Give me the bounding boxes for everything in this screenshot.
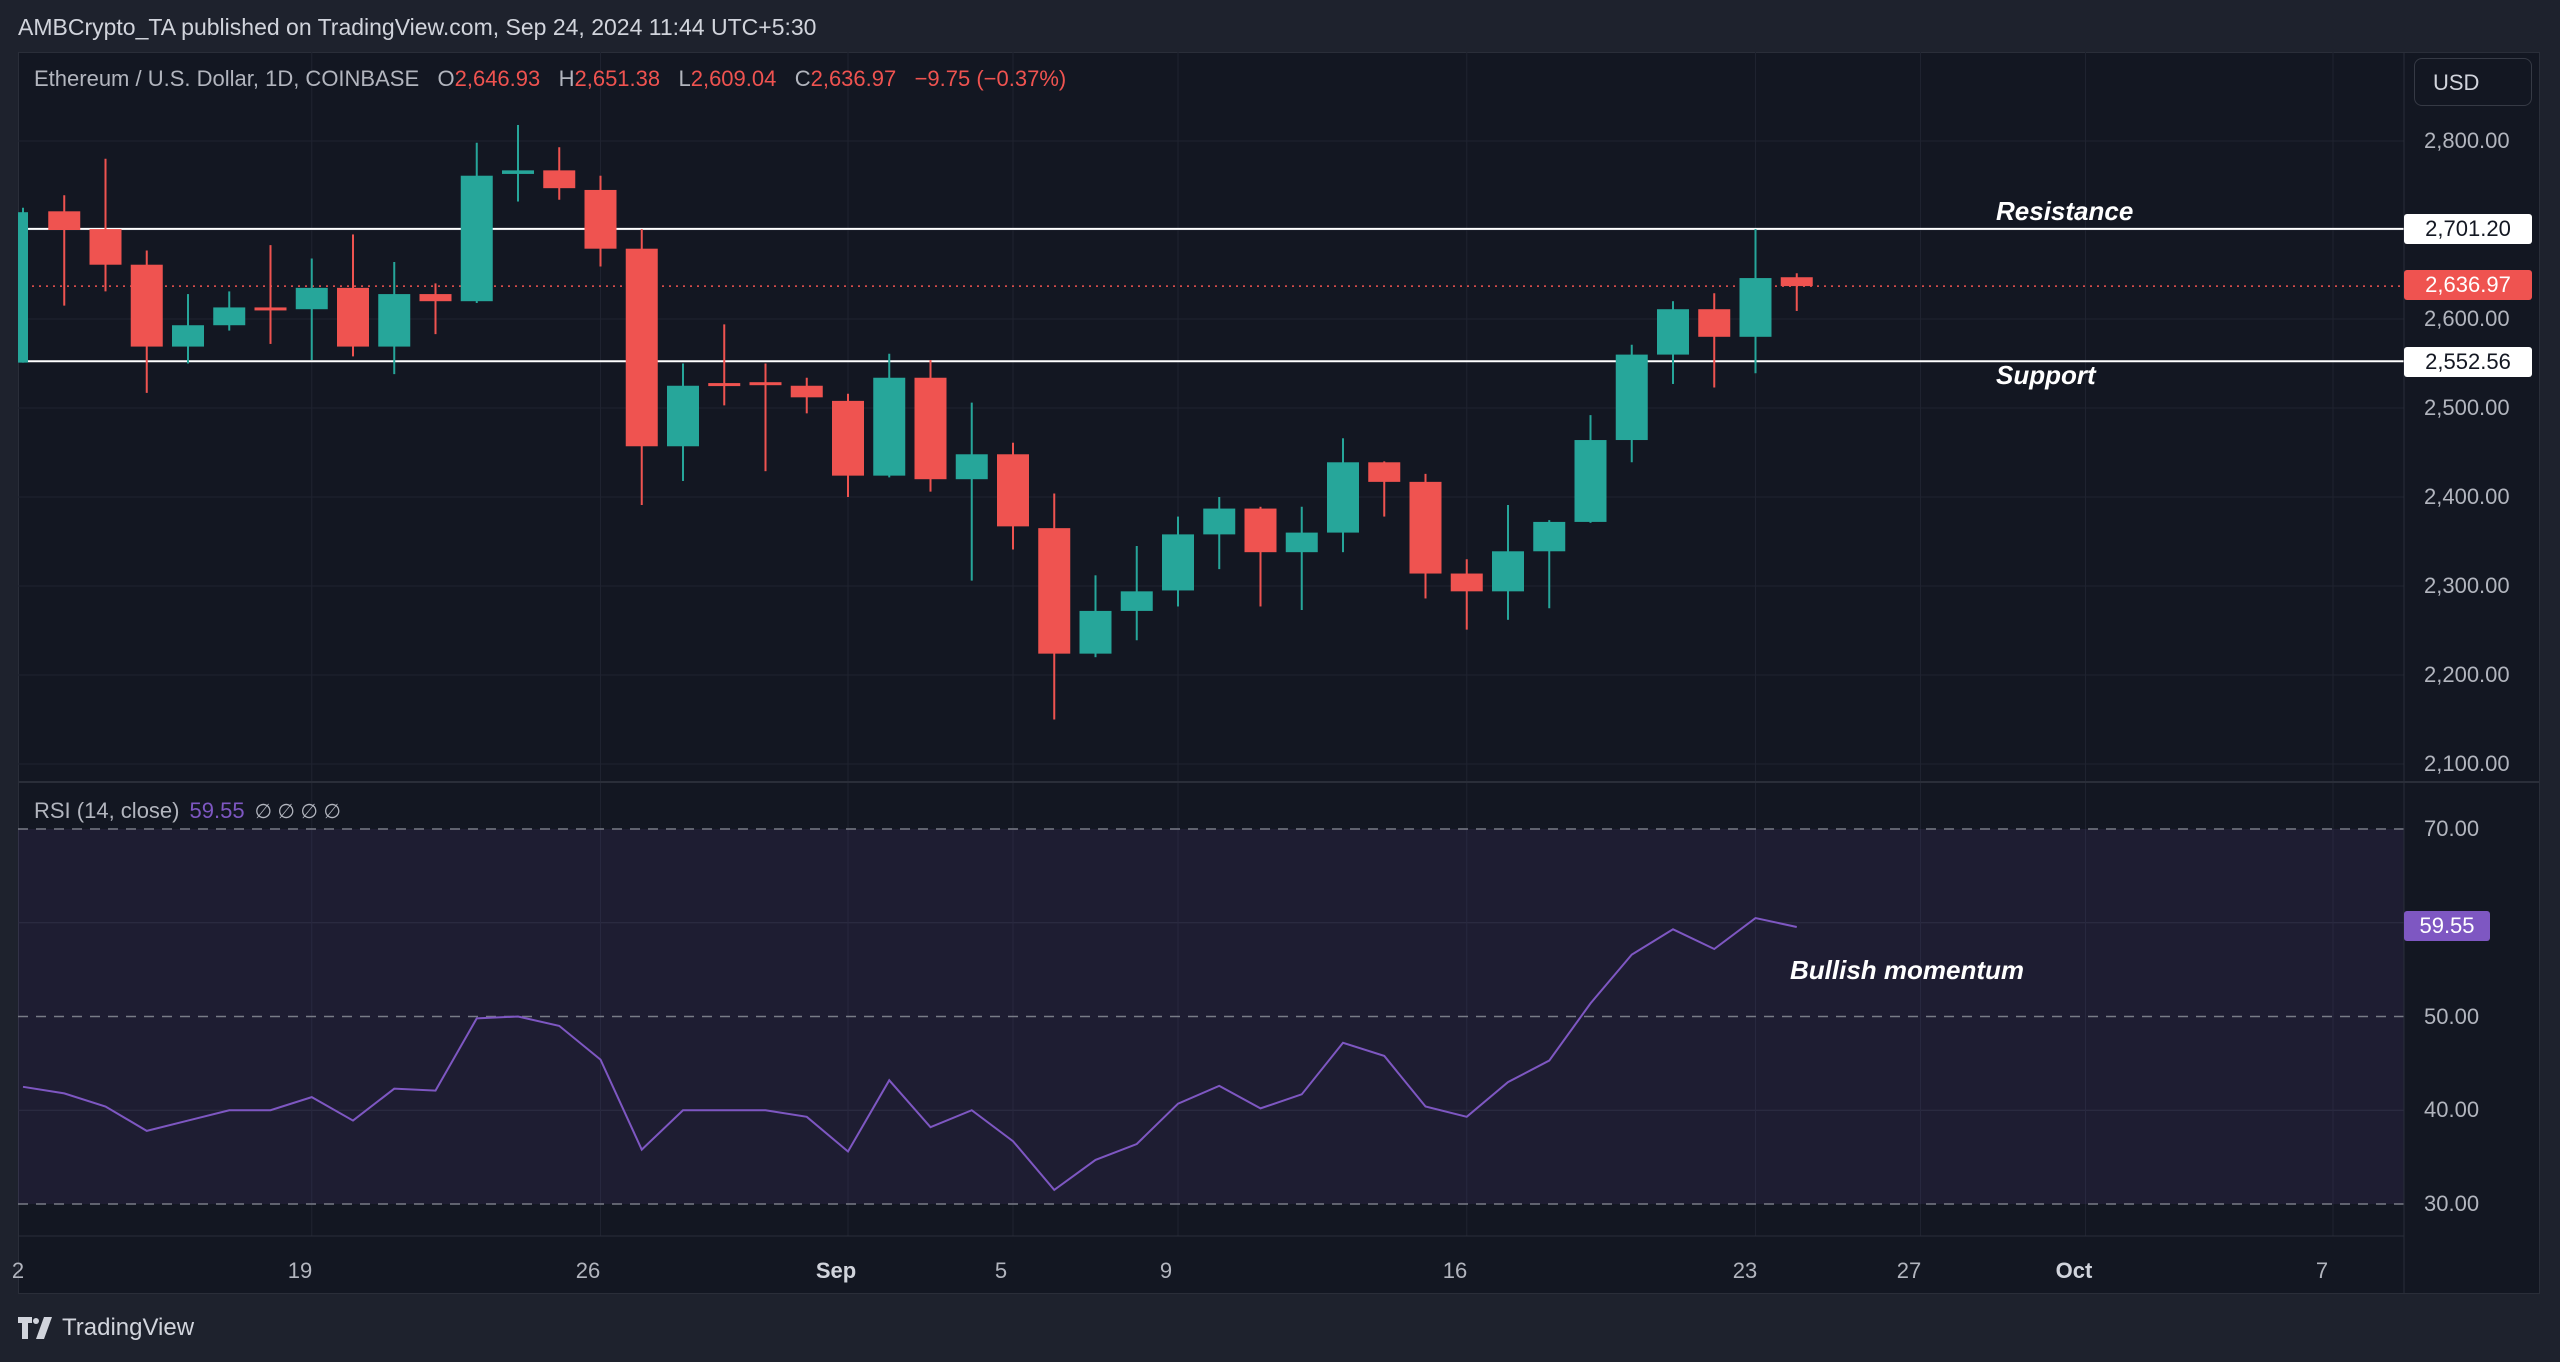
candle[interactable] <box>790 377 823 414</box>
tradingview-logo-icon <box>18 1317 52 1339</box>
rsi-level-lines <box>18 828 2404 1205</box>
candle[interactable] <box>295 258 328 360</box>
candle[interactable] <box>914 359 947 492</box>
price-tick: 2,100.00 <box>2424 751 2510 776</box>
candle[interactable] <box>48 195 81 306</box>
candle[interactable] <box>1698 293 1731 388</box>
time-tick: 23 <box>1732 1258 1758 1283</box>
candle[interactable] <box>89 158 122 292</box>
symbol-name: Ethereum / U.S. Dollar, 1D, COINBASE <box>34 66 420 91</box>
time-tick: 9 <box>1159 1258 1173 1283</box>
time-tick: 5 <box>994 1258 1008 1283</box>
resistance-annotation: Resistance <box>1996 196 2134 226</box>
candle[interactable] <box>1162 516 1194 607</box>
candle[interactable] <box>749 363 782 472</box>
candle[interactable] <box>1203 497 1236 570</box>
support-annotation: Support <box>1996 360 2096 390</box>
rsi-legend[interactable]: RSI (14, close) 59.55 ∅ ∅ ∅ ∅ <box>34 798 341 824</box>
support-resistance-lines <box>18 227 2404 363</box>
open-label: O <box>437 66 455 91</box>
time-tick: 26 <box>575 1258 601 1283</box>
candle[interactable] <box>997 442 1029 550</box>
rsi-tick: 30.00 <box>2424 1191 2480 1216</box>
time-tick: Sep <box>815 1258 857 1283</box>
close-value: 2,636.97 <box>810 66 897 91</box>
candle[interactable] <box>130 250 163 393</box>
rsi-line <box>22 916 1797 1192</box>
candle[interactable] <box>584 175 617 267</box>
time-tick: 2 <box>11 1258 25 1283</box>
tradingview-brand[interactable]: TradingView <box>18 1314 194 1342</box>
time-tick: 27 <box>1896 1258 1922 1283</box>
rsi-na-values: ∅ ∅ ∅ ∅ <box>254 801 341 823</box>
candle[interactable] <box>1739 229 1772 374</box>
candle[interactable] <box>1533 520 1566 609</box>
change-value: −9.75 (−0.37%) <box>914 66 1067 91</box>
candle[interactable] <box>1409 473 1442 599</box>
low-value: 2,609.04 <box>690 66 777 91</box>
candle[interactable] <box>1450 559 1483 630</box>
candle[interactable] <box>1657 301 1689 384</box>
candle[interactable] <box>1038 493 1071 720</box>
candlesticks <box>18 124 1813 720</box>
current-price-label: 2,636.97 <box>2404 270 2532 300</box>
candle[interactable] <box>1615 344 1648 463</box>
price-tick: 2,200.00 <box>2424 662 2510 687</box>
bullish-momentum-annotation: Bullish momentum <box>1790 955 2025 985</box>
candle[interactable] <box>460 142 493 303</box>
resistance-price-label: 2,701.20 <box>2404 214 2532 244</box>
candle[interactable] <box>1574 415 1607 523</box>
low-label: L <box>678 66 691 91</box>
candle[interactable] <box>708 324 741 406</box>
price-tick: 2,300.00 <box>2424 573 2510 598</box>
currency-button[interactable]: USD <box>2414 58 2532 106</box>
price-tick: 2,600.00 <box>2424 306 2510 331</box>
symbol-legend[interactable]: Ethereum / U.S. Dollar, 1D, COINBASE O2,… <box>34 66 1066 92</box>
candle[interactable] <box>667 363 699 481</box>
rsi-current-label: 59.55 <box>2404 911 2490 941</box>
rsi-title: RSI (14, close) <box>34 798 180 823</box>
rsi-tick: 70.00 <box>2424 816 2480 841</box>
time-tick: 16 <box>1442 1258 1468 1283</box>
candle[interactable] <box>832 393 864 497</box>
high-label: H <box>558 66 575 91</box>
price-tick: 2,800.00 <box>2424 128 2510 153</box>
candle[interactable] <box>955 402 988 581</box>
candle[interactable] <box>419 283 452 335</box>
rsi-tick: 40.00 <box>2424 1097 2480 1123</box>
brand-name: TradingView <box>62 1314 195 1341</box>
candle[interactable] <box>1327 438 1359 553</box>
grid-lines <box>18 52 2404 1236</box>
candle[interactable] <box>337 234 369 357</box>
support-price-label: 2,552.56 <box>2404 347 2532 377</box>
candle[interactable] <box>1492 505 1524 620</box>
candle[interactable] <box>18 207 28 363</box>
candle[interactable] <box>1780 273 1813 311</box>
price-tick: 2,400.00 <box>2424 484 2510 509</box>
candle[interactable] <box>1244 506 1277 607</box>
price-tick: 2,500.00 <box>2424 395 2510 420</box>
open-value: 2,646.93 <box>454 66 541 91</box>
candle[interactable] <box>1079 575 1112 658</box>
time-tick: Oct <box>2055 1258 2093 1283</box>
candle[interactable] <box>873 353 906 478</box>
candle[interactable] <box>378 262 411 375</box>
candle[interactable] <box>543 147 576 200</box>
candle[interactable] <box>1120 545 1153 641</box>
rsi-value: 59.55 <box>189 798 245 823</box>
candle[interactable] <box>502 124 534 202</box>
candle[interactable] <box>213 291 246 331</box>
candle[interactable] <box>1285 506 1318 611</box>
time-tick: 19 <box>287 1258 313 1283</box>
close-label: C <box>794 66 811 91</box>
candle[interactable] <box>254 245 287 344</box>
rsi-tick: 50.00 <box>2424 1003 2480 1029</box>
candle[interactable] <box>172 294 204 364</box>
candle[interactable] <box>1368 461 1401 517</box>
published-byline: AMBCrypto_TA published on TradingView.co… <box>18 14 817 40</box>
high-value: 2,651.38 <box>574 66 661 91</box>
candle[interactable] <box>625 229 658 506</box>
time-tick: 7 <box>2315 1258 2329 1283</box>
